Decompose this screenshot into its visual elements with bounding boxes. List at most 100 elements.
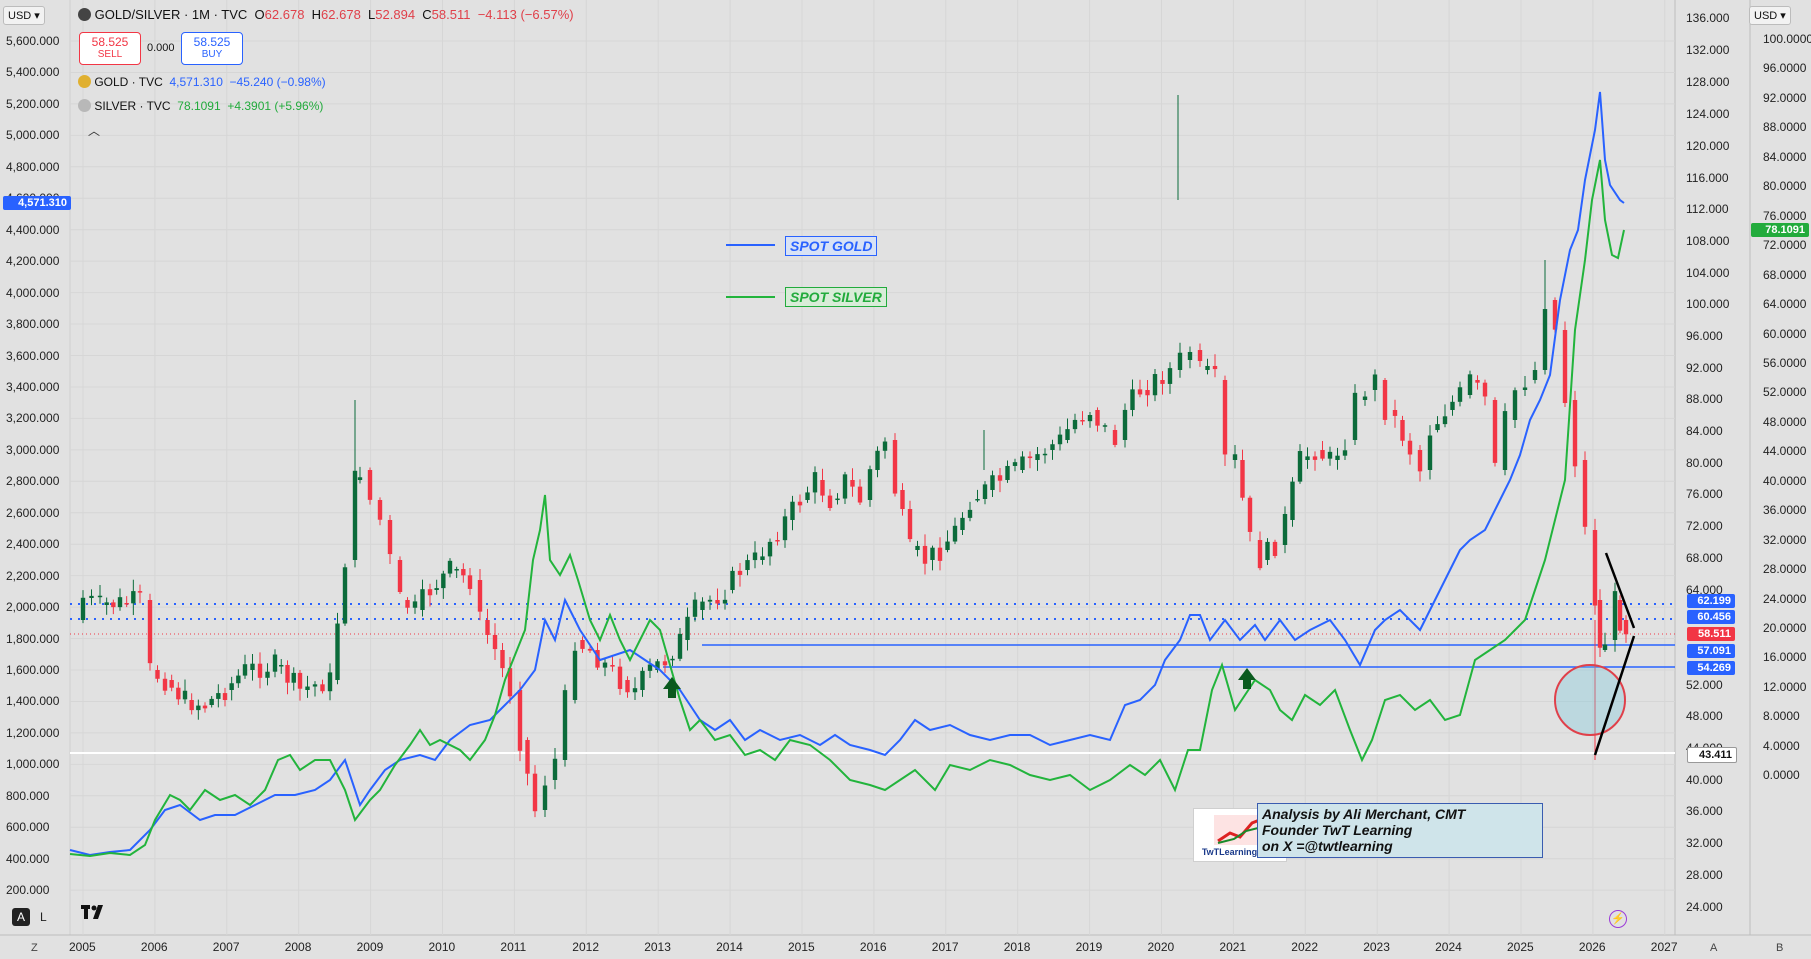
ratio-axis-tick: 124.000	[1686, 107, 1730, 121]
triangle-upper-line	[1604, 552, 1636, 629]
candle-body	[1072, 419, 1078, 430]
silver-price-axis[interactable]: 100.0000 96.0000 92.0000 88.0000 84.0000 80.0…	[1751, 0, 1811, 935]
candle-body	[467, 575, 473, 589]
candle-body	[377, 500, 383, 520]
overlay-silver[interactable]: SILVER · TVC 78.1091 +4.3901 (+5.96%)	[78, 99, 323, 113]
candle-body	[1372, 374, 1378, 390]
candle-body	[1187, 351, 1193, 360]
left-axis-tick: 2,000.000	[6, 600, 60, 615]
left-axis-tick: 3,600.000	[6, 348, 60, 363]
candle-body	[1087, 415, 1093, 422]
change-value: −4.113 (−6.57%)	[477, 7, 574, 22]
candle-body	[952, 525, 958, 542]
candle-body	[1145, 390, 1150, 396]
sell-button[interactable]: 58.525 SELL	[79, 32, 141, 65]
candle-body	[485, 620, 490, 635]
candle-body	[1335, 455, 1340, 460]
legend-spot-silver[interactable]: SPOT SILVER	[785, 287, 887, 307]
candle-body	[1095, 410, 1100, 426]
currency-selector-right[interactable]: USD ▾	[1749, 6, 1791, 25]
candle-body	[352, 470, 358, 560]
candle-body	[670, 658, 675, 661]
axis-b-button[interactable]: B	[1776, 942, 1784, 954]
candle-body	[147, 600, 153, 664]
silver-current-badge: 78.1091	[1751, 223, 1809, 237]
auto-scale-button[interactable]: A	[12, 908, 30, 926]
price-level-badge: 58.511	[1687, 627, 1735, 641]
candle-body	[1392, 410, 1398, 416]
left-axis-tick: 3,800.000	[6, 317, 60, 332]
candle-body	[1112, 430, 1118, 445]
candle-body	[1102, 425, 1108, 427]
up-arrow-icon	[663, 677, 681, 698]
symbol-title[interactable]: GOLD/SILVER · 1M · TVC	[94, 7, 248, 22]
candle-body	[441, 573, 446, 589]
left-price-axis[interactable]: 5,600.000 5,400.000 5,200.000 5,000.000 4,80…	[0, 0, 70, 935]
candle-body	[420, 589, 425, 610]
candle-body	[1457, 387, 1463, 402]
candle-body	[89, 595, 94, 598]
legend-spot-gold[interactable]: SPOT GOLD	[785, 236, 878, 256]
left-axis-tick: 2,600.000	[6, 505, 60, 520]
candle-body	[229, 683, 234, 690]
candle-body	[1442, 416, 1448, 425]
candle-body	[236, 675, 241, 684]
ratio-axis-tick: 96.000	[1686, 329, 1723, 343]
ratio-axis-tick: 128.000	[1686, 75, 1730, 89]
candle-body	[80, 597, 86, 620]
zoom-button[interactable]: Z	[31, 942, 38, 954]
candle-body	[202, 705, 208, 709]
left-axis-tick: 2,400.000	[6, 537, 60, 552]
time-axis-tick: 2021	[1219, 940, 1247, 954]
lightning-icon[interactable]: ⚡	[1609, 910, 1627, 928]
candle-body	[285, 664, 290, 683]
price-level-badge: 43.411	[1687, 747, 1737, 763]
candle-body	[595, 650, 600, 668]
candle-body	[835, 498, 840, 501]
triangle-lower-line	[1593, 635, 1636, 756]
candle-body	[1362, 396, 1368, 400]
candle-body	[647, 664, 653, 671]
time-axis-tick: 2025	[1507, 940, 1534, 954]
candle-body	[767, 541, 773, 557]
ratio-axis-tick: 104.000	[1686, 266, 1730, 280]
candle-body	[1137, 389, 1143, 395]
candle-body	[250, 663, 255, 670]
candle-body	[517, 690, 523, 751]
candle-body	[312, 684, 318, 687]
axis-a-button[interactable]: A	[1710, 942, 1718, 954]
time-axis-tick: 2011	[500, 940, 527, 954]
time-axis[interactable]: 2005 2006 2007 2008 2009 2010 2011 2012 2013 2014…	[0, 935, 1811, 959]
time-axis-tick: 2019	[1075, 940, 1103, 954]
candle-body	[461, 569, 466, 576]
overlay-gold[interactable]: GOLD · TVC 4,571.310 −45.240 (−0.98%)	[78, 75, 326, 89]
log-scale-button[interactable]: L	[40, 910, 47, 924]
left-axis-tick: 4,400.000	[6, 222, 60, 237]
time-axis-tick: 2024	[1435, 940, 1462, 954]
currency-selector-left[interactable]: USD ▾	[3, 6, 45, 25]
candle-body	[182, 690, 188, 700]
candle-body	[1352, 392, 1358, 440]
candle-body	[507, 668, 513, 697]
candle-body	[812, 472, 818, 493]
ratio-axis-tick: 28.000	[1686, 868, 1723, 882]
candle-body	[745, 560, 750, 570]
candle-body	[552, 758, 558, 780]
candle-body	[1320, 450, 1325, 459]
candle-body	[572, 650, 578, 700]
price-level-badge: 60.456	[1687, 610, 1735, 624]
candle-body	[1240, 460, 1245, 498]
collapse-legend-icon[interactable]: ︿	[88, 124, 101, 138]
candle-body	[655, 661, 660, 670]
candle-body	[1012, 462, 1018, 466]
time-axis-tick: 2018	[1003, 940, 1031, 954]
left-axis-tick: 2,800.000	[6, 474, 60, 489]
ratio-price-axis[interactable]: 136.000 132.000 128.000 124.000 120.000 116.0…	[1676, 0, 1750, 935]
silver-axis-tick: 44.0000	[1763, 444, 1807, 459]
silver-axis-tick: 88.0000	[1763, 120, 1807, 135]
buy-button[interactable]: 58.525 BUY	[181, 32, 243, 65]
candle-body	[1400, 420, 1405, 441]
candle-body	[257, 663, 263, 678]
candle-body	[1582, 460, 1588, 527]
